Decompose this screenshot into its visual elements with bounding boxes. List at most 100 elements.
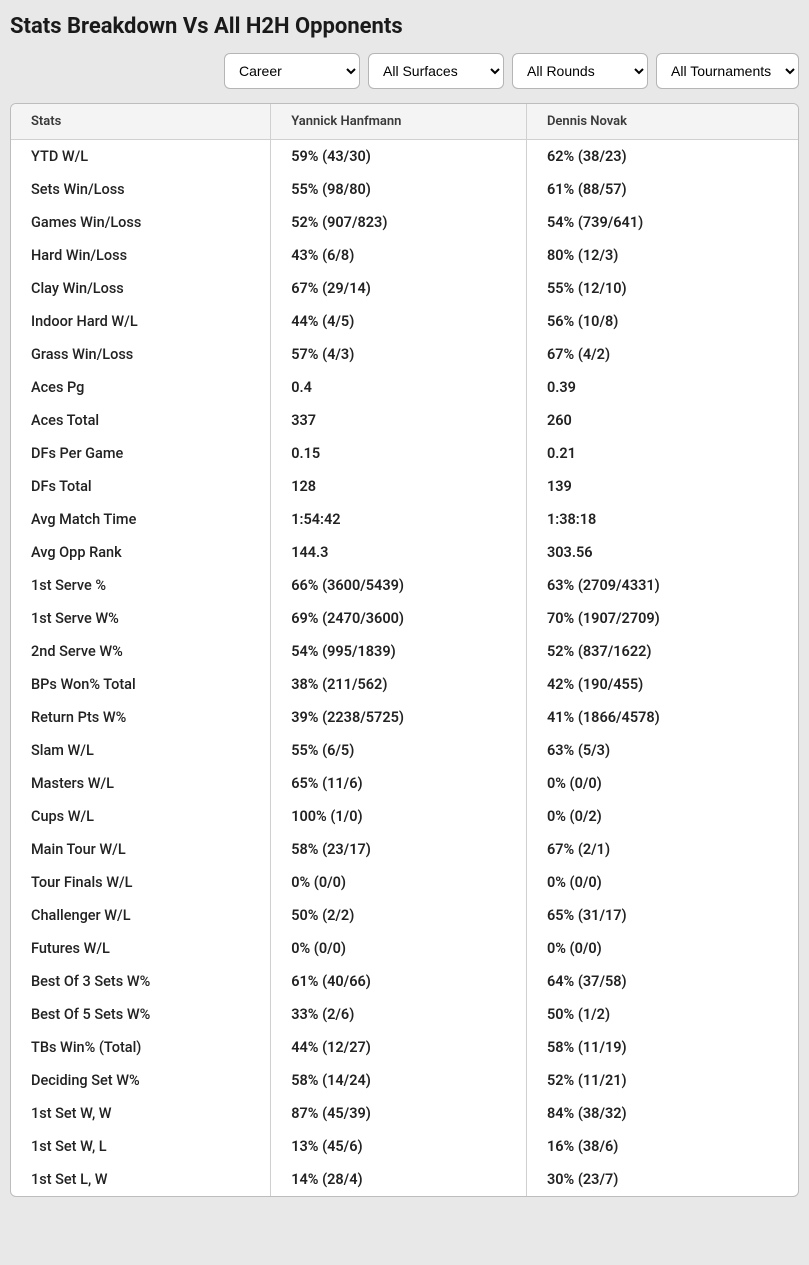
stat-name-cell: Hard Win/Loss — [11, 239, 271, 272]
col-header-stat: Stats — [11, 104, 271, 140]
player2-value-cell: 56% (10/8) — [526, 305, 798, 338]
player1-value-cell: 100% (1/0) — [271, 800, 527, 833]
table-row: DFs Per Game0.150.21 — [11, 437, 798, 470]
player1-value-cell: 66% (3600/5439) — [271, 569, 527, 602]
table-row: Main Tour W/L58% (23/17)67% (2/1) — [11, 833, 798, 866]
table-row: Futures W/L0% (0/0)0% (0/0) — [11, 932, 798, 965]
table-row: Clay Win/Loss67% (29/14)55% (12/10) — [11, 272, 798, 305]
stat-name-cell: Aces Total — [11, 404, 271, 437]
stat-name-cell: 1st Set W, W — [11, 1097, 271, 1130]
period-select[interactable]: Career — [224, 53, 360, 89]
player1-value-cell: 337 — [271, 404, 527, 437]
player2-value-cell: 139 — [526, 470, 798, 503]
stat-name-cell: DFs Total — [11, 470, 271, 503]
stat-name-cell: 1st Serve % — [11, 569, 271, 602]
player2-value-cell: 0% (0/2) — [526, 800, 798, 833]
stat-name-cell: Main Tour W/L — [11, 833, 271, 866]
table-header-row: Stats Yannick Hanfmann Dennis Novak — [11, 104, 798, 140]
player1-value-cell: 38% (211/562) — [271, 668, 527, 701]
stat-name-cell: Tour Finals W/L — [11, 866, 271, 899]
stat-name-cell: Masters W/L — [11, 767, 271, 800]
stat-name-cell: Best Of 3 Sets W% — [11, 965, 271, 998]
stat-name-cell: Games Win/Loss — [11, 206, 271, 239]
player2-value-cell: 16% (38/6) — [526, 1130, 798, 1163]
table-row: Cups W/L100% (1/0)0% (0/2) — [11, 800, 798, 833]
player2-value-cell: 58% (11/19) — [526, 1031, 798, 1064]
stat-name-cell: 1st Set W, L — [11, 1130, 271, 1163]
table-row: Best Of 5 Sets W%33% (2/6)50% (1/2) — [11, 998, 798, 1031]
table-row: YTD W/L59% (43/30)62% (38/23) — [11, 140, 798, 174]
player2-value-cell: 1:38:18 — [526, 503, 798, 536]
table-row: Indoor Hard W/L44% (4/5)56% (10/8) — [11, 305, 798, 338]
player2-value-cell: 0% (0/0) — [526, 932, 798, 965]
table-row: Tour Finals W/L0% (0/0)0% (0/0) — [11, 866, 798, 899]
stat-name-cell: 2nd Serve W% — [11, 635, 271, 668]
stat-name-cell: YTD W/L — [11, 140, 271, 174]
player1-value-cell: 58% (23/17) — [271, 833, 527, 866]
col-header-player2: Dennis Novak — [526, 104, 798, 140]
player1-value-cell: 67% (29/14) — [271, 272, 527, 305]
table-row: Best Of 3 Sets W%61% (40/66)64% (37/58) — [11, 965, 798, 998]
round-select[interactable]: All Rounds — [512, 53, 648, 89]
surface-select[interactable]: All Surfaces — [368, 53, 504, 89]
player1-value-cell: 50% (2/2) — [271, 899, 527, 932]
stat-name-cell: BPs Won% Total — [11, 668, 271, 701]
player2-value-cell: 50% (1/2) — [526, 998, 798, 1031]
player2-value-cell: 0.21 — [526, 437, 798, 470]
table-row: Challenger W/L50% (2/2)65% (31/17) — [11, 899, 798, 932]
player2-value-cell: 42% (190/455) — [526, 668, 798, 701]
player1-value-cell: 39% (2238/5725) — [271, 701, 527, 734]
table-row: Aces Total337260 — [11, 404, 798, 437]
player1-value-cell: 58% (14/24) — [271, 1064, 527, 1097]
stat-name-cell: Slam W/L — [11, 734, 271, 767]
stats-breakdown-section: Stats Breakdown Vs All H2H Opponents Car… — [0, 0, 809, 1207]
table-row: Avg Opp Rank144.3303.56 — [11, 536, 798, 569]
table-row: 1st Set W, W87% (45/39)84% (38/32) — [11, 1097, 798, 1130]
player1-value-cell: 69% (2470/3600) — [271, 602, 527, 635]
player2-value-cell: 52% (837/1622) — [526, 635, 798, 668]
table-row: Avg Match Time1:54:421:38:18 — [11, 503, 798, 536]
player1-value-cell: 44% (4/5) — [271, 305, 527, 338]
player2-value-cell: 63% (2709/4331) — [526, 569, 798, 602]
player1-value-cell: 65% (11/6) — [271, 767, 527, 800]
player1-value-cell: 14% (28/4) — [271, 1163, 527, 1196]
table-row: Games Win/Loss52% (907/823)54% (739/641) — [11, 206, 798, 239]
table-row: 1st Set L, W14% (28/4)30% (23/7) — [11, 1163, 798, 1196]
stat-name-cell: Avg Opp Rank — [11, 536, 271, 569]
table-row: DFs Total128139 — [11, 470, 798, 503]
tournament-select[interactable]: All Tournaments — [656, 53, 799, 89]
player1-value-cell: 87% (45/39) — [271, 1097, 527, 1130]
player2-value-cell: 30% (23/7) — [526, 1163, 798, 1196]
player2-value-cell: 70% (1907/2709) — [526, 602, 798, 635]
player2-value-cell: 54% (739/641) — [526, 206, 798, 239]
player2-value-cell: 52% (11/21) — [526, 1064, 798, 1097]
player2-value-cell: 0.39 — [526, 371, 798, 404]
stat-name-cell: DFs Per Game — [11, 437, 271, 470]
player1-value-cell: 61% (40/66) — [271, 965, 527, 998]
stat-name-cell: Best Of 5 Sets W% — [11, 998, 271, 1031]
player2-value-cell: 63% (5/3) — [526, 734, 798, 767]
stat-name-cell: Futures W/L — [11, 932, 271, 965]
table-row: Return Pts W%39% (2238/5725)41% (1866/45… — [11, 701, 798, 734]
player1-value-cell: 54% (995/1839) — [271, 635, 527, 668]
player1-value-cell: 59% (43/30) — [271, 140, 527, 174]
stat-name-cell: Deciding Set W% — [11, 1064, 271, 1097]
table-row: 1st Serve %66% (3600/5439)63% (2709/4331… — [11, 569, 798, 602]
player1-value-cell: 55% (6/5) — [271, 734, 527, 767]
filter-bar: Career All Surfaces All Rounds All Tourn… — [10, 53, 799, 89]
player2-value-cell: 303.56 — [526, 536, 798, 569]
player2-value-cell: 0% (0/0) — [526, 767, 798, 800]
stat-name-cell: 1st Set L, W — [11, 1163, 271, 1196]
player1-value-cell: 43% (6/8) — [271, 239, 527, 272]
stat-name-cell: Clay Win/Loss — [11, 272, 271, 305]
player1-value-cell: 57% (4/3) — [271, 338, 527, 371]
player1-value-cell: 33% (2/6) — [271, 998, 527, 1031]
col-header-player1: Yannick Hanfmann — [271, 104, 527, 140]
player2-value-cell: 84% (38/32) — [526, 1097, 798, 1130]
player1-value-cell: 144.3 — [271, 536, 527, 569]
player2-value-cell: 64% (37/58) — [526, 965, 798, 998]
stat-name-cell: Indoor Hard W/L — [11, 305, 271, 338]
table-row: Aces Pg0.40.39 — [11, 371, 798, 404]
player1-value-cell: 0% (0/0) — [271, 932, 527, 965]
stat-name-cell: TBs Win% (Total) — [11, 1031, 271, 1064]
